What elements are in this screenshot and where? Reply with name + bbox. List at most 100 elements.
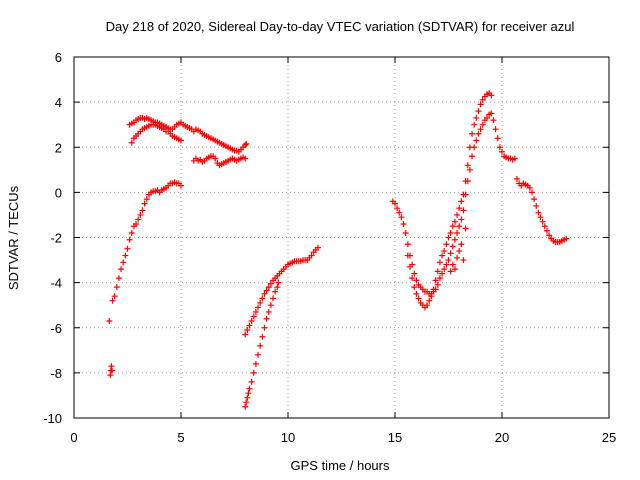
data-point bbox=[460, 191, 467, 198]
data-point bbox=[477, 126, 484, 133]
data-point bbox=[533, 202, 540, 209]
data-point bbox=[436, 275, 443, 282]
series-upper-2 bbox=[126, 114, 250, 155]
data-point bbox=[439, 252, 446, 259]
data-point bbox=[451, 236, 458, 243]
data-point bbox=[392, 200, 398, 207]
data-point bbox=[494, 135, 501, 142]
data-point bbox=[488, 110, 495, 117]
data-point bbox=[441, 248, 448, 255]
data-point bbox=[404, 252, 411, 259]
data-point bbox=[242, 331, 249, 338]
data-point bbox=[242, 155, 249, 162]
data-point bbox=[178, 137, 184, 144]
data-point bbox=[441, 266, 448, 273]
data-point bbox=[436, 259, 443, 266]
data-point bbox=[106, 317, 113, 324]
x-tick-labels: 0 5 10 15 20 25 bbox=[70, 430, 616, 445]
data-point bbox=[445, 257, 452, 264]
data-point bbox=[434, 281, 441, 288]
x-tick-label: 10 bbox=[281, 430, 295, 445]
data-point bbox=[109, 297, 116, 304]
data-point bbox=[475, 130, 482, 137]
data-point bbox=[267, 302, 274, 309]
data-point bbox=[447, 229, 454, 236]
data-point bbox=[118, 266, 125, 273]
y-tick-label: -6 bbox=[50, 321, 62, 336]
series-rise-1 bbox=[109, 179, 184, 304]
data-point bbox=[143, 196, 150, 203]
data-point bbox=[447, 268, 454, 275]
data-point bbox=[563, 235, 570, 242]
data-point bbox=[250, 369, 257, 376]
data-point bbox=[447, 250, 454, 257]
data-point bbox=[259, 295, 266, 302]
y-axis-label: SDTVAR / TECUs bbox=[6, 185, 21, 290]
data-point bbox=[434, 268, 441, 275]
data-point bbox=[479, 121, 486, 128]
data-point bbox=[109, 367, 116, 374]
series-isolated-low bbox=[106, 317, 116, 379]
data-points bbox=[106, 90, 570, 410]
data-point bbox=[128, 139, 135, 146]
axis-ticks bbox=[73, 56, 610, 419]
data-point bbox=[396, 209, 403, 216]
data-point bbox=[415, 295, 422, 302]
data-point bbox=[120, 259, 127, 266]
data-point bbox=[460, 207, 467, 214]
data-point bbox=[133, 220, 140, 227]
data-point bbox=[212, 155, 219, 162]
y-tick-label: 0 bbox=[55, 185, 62, 200]
data-point bbox=[252, 360, 259, 367]
y-tick-label: 2 bbox=[55, 140, 62, 155]
data-point bbox=[439, 270, 446, 277]
data-point bbox=[248, 317, 255, 324]
data-point bbox=[137, 211, 144, 218]
data-point bbox=[430, 286, 437, 293]
data-point bbox=[475, 108, 482, 115]
data-point bbox=[402, 229, 409, 236]
data-point bbox=[458, 216, 465, 223]
x-tick-label: 5 bbox=[177, 430, 184, 445]
data-point bbox=[451, 218, 458, 225]
data-point bbox=[458, 241, 465, 248]
data-point bbox=[473, 114, 480, 121]
data-point bbox=[128, 229, 135, 236]
data-point bbox=[462, 225, 469, 232]
data-point bbox=[451, 266, 458, 273]
data-point bbox=[257, 299, 264, 306]
series-dip-3b bbox=[404, 90, 495, 311]
y-tick-label: -4 bbox=[50, 276, 62, 291]
y-tick-label: 6 bbox=[55, 50, 62, 65]
data-point bbox=[257, 342, 264, 349]
data-point bbox=[499, 148, 505, 155]
data-point bbox=[454, 211, 461, 218]
data-point bbox=[488, 92, 495, 99]
data-point bbox=[535, 209, 542, 216]
data-point bbox=[242, 403, 249, 410]
data-point bbox=[409, 275, 416, 282]
data-point bbox=[477, 101, 484, 108]
data-point bbox=[456, 205, 463, 212]
series-upper-1 bbox=[128, 121, 184, 146]
data-point bbox=[496, 144, 503, 151]
data-point bbox=[471, 121, 478, 128]
data-point bbox=[139, 207, 146, 214]
data-point bbox=[456, 248, 463, 255]
data-point bbox=[424, 302, 431, 309]
data-point bbox=[248, 378, 255, 385]
data-point bbox=[460, 257, 467, 264]
data-point bbox=[490, 117, 497, 124]
data-point bbox=[259, 333, 266, 340]
data-point bbox=[473, 137, 480, 144]
x-tick-label: 15 bbox=[388, 430, 402, 445]
x-axis-label: GPS time / hours bbox=[291, 458, 390, 473]
data-point bbox=[456, 223, 463, 230]
data-point bbox=[246, 322, 253, 329]
data-point bbox=[243, 140, 250, 147]
data-point bbox=[265, 284, 272, 291]
data-point bbox=[454, 254, 461, 261]
data-point bbox=[469, 130, 476, 137]
data-point bbox=[526, 184, 533, 191]
